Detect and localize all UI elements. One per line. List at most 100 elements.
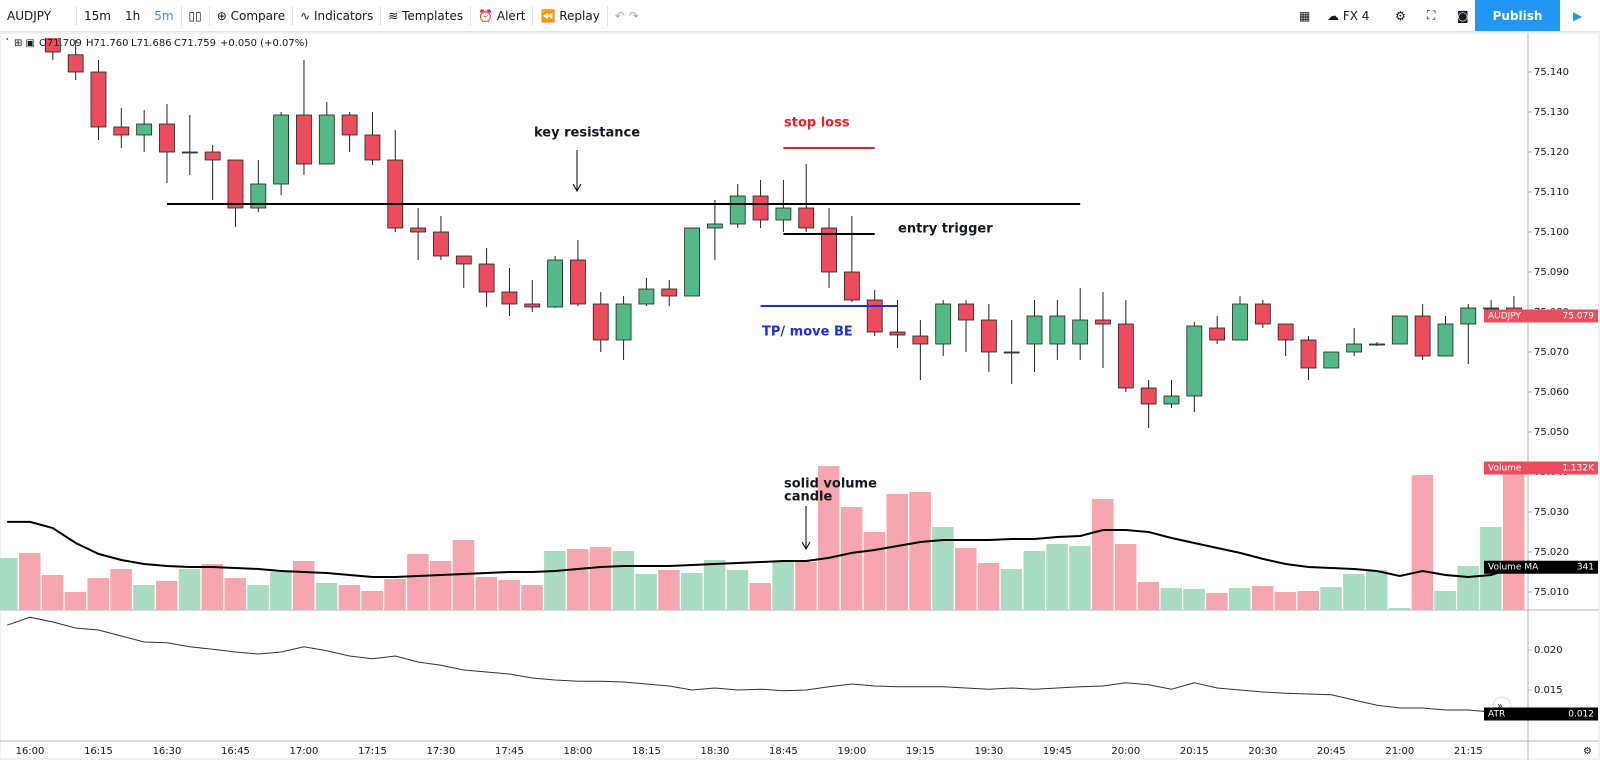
volume-bar <box>1228 588 1251 610</box>
candle-body <box>318 114 335 165</box>
indicators-button[interactable]: ∿ Indicators <box>300 8 374 23</box>
x-tick-label: 19:45 <box>1043 746 1072 757</box>
price-tag <box>1484 309 1598 323</box>
candle-body <box>615 303 632 341</box>
volume-bar <box>1320 587 1342 610</box>
snapshot-icon[interactable]: ◙ <box>1457 8 1469 23</box>
label: Compare <box>230 8 286 23</box>
volume-bar <box>133 585 155 610</box>
settings-icon[interactable]: ⚙ <box>1395 8 1406 23</box>
y-tick-label: 75.050 <box>1534 427 1569 438</box>
layout-button[interactable]: ☁ FX 4 <box>1327 8 1370 23</box>
volume-bar <box>498 580 520 610</box>
chart-type[interactable]: ▯▯ <box>188 8 202 23</box>
collapse-icon: » <box>1497 701 1503 712</box>
candle-body <box>1026 315 1043 345</box>
x-tick-label: 21:00 <box>1385 746 1414 757</box>
y-tick-label: 0.020 <box>1534 645 1563 656</box>
atr-tag-value: 0.012 <box>1568 710 1594 720</box>
x-tick-label: 18:15 <box>632 746 661 757</box>
overlay-layer: ⊞ ▣ O71.709 H71.760 L71.686 C71.759 +0.0… <box>7 38 1598 757</box>
volume-bar <box>110 568 132 610</box>
atr-line <box>7 616 1515 715</box>
candle-body <box>1277 323 1294 341</box>
candle-body <box>524 303 541 308</box>
annotation-text: candle <box>784 490 832 505</box>
candle-body <box>181 151 198 154</box>
volume-bar <box>1457 565 1479 610</box>
volume-bar <box>932 526 954 610</box>
candle-body <box>775 207 792 221</box>
candle-body <box>1232 303 1248 341</box>
volume-bar <box>1343 574 1365 610</box>
x-tick-label: 20:30 <box>1248 746 1277 757</box>
volume-bar <box>863 531 886 610</box>
symbol[interactable]: AUDJPY <box>7 8 52 23</box>
interval[interactable]: 5m <box>154 8 174 23</box>
candle-body <box>227 159 244 209</box>
candle-body <box>1437 323 1454 357</box>
candle-body <box>1003 351 1020 354</box>
legend-close: C71.759 <box>174 38 216 49</box>
candle-body <box>935 303 952 345</box>
candle-body <box>958 303 974 321</box>
legend-icon: ⊞ ▣ <box>14 38 35 49</box>
interval[interactable]: 15m <box>84 8 111 23</box>
candle-body <box>387 159 404 229</box>
candle-body <box>136 123 153 136</box>
candle-body <box>638 288 655 305</box>
volume-bar <box>1046 544 1068 610</box>
x-tick-label: 20:00 <box>1111 746 1140 757</box>
layout-icon[interactable]: ▦ <box>1299 8 1311 23</box>
candle-body <box>1369 343 1385 346</box>
candle-body <box>90 71 107 128</box>
alert-button[interactable]: ⏰ Alert <box>478 8 526 23</box>
candle-body <box>1095 319 1111 325</box>
x-tick-label: 16:30 <box>153 746 182 757</box>
volume-bar <box>795 561 817 610</box>
candle-body <box>273 114 290 185</box>
volume-bar <box>1411 475 1434 610</box>
play-icon[interactable]: ▶ <box>1573 8 1583 23</box>
replay-button[interactable]: ⏪ Replay <box>540 8 600 23</box>
undo-redo[interactable]: ↶ ↷ <box>614 8 639 23</box>
templates-button[interactable]: ≋ Templates <box>388 8 464 23</box>
volume-bar <box>772 561 794 610</box>
candle-body <box>296 114 312 165</box>
interval[interactable]: 1h <box>124 8 141 23</box>
volume-bar <box>635 574 657 610</box>
y-tick-label: 75.030 <box>1534 507 1569 518</box>
candle-body <box>204 151 221 161</box>
toolbar: AUDJPY 15m 1h 5m ▯▯ ⊕ Compare ∿ Indicato… <box>0 0 1600 32</box>
candle-body <box>1186 325 1203 397</box>
annotation-text: solid volume <box>784 477 877 492</box>
arrow <box>572 150 582 193</box>
candle-body <box>1323 351 1340 369</box>
y-tick-label: 75.140 <box>1534 67 1569 78</box>
label: Alert <box>496 8 526 23</box>
volume-bar <box>1137 582 1160 610</box>
candle-body <box>1300 339 1317 369</box>
y-tick-label: 75.120 <box>1534 147 1569 158</box>
label: Replay <box>559 8 600 23</box>
volume-bar <box>703 559 726 610</box>
volume-ma-line <box>7 520 1515 579</box>
candle-body <box>1346 343 1363 353</box>
fullscreen-icon[interactable]: ⛶ <box>1427 8 1436 22</box>
annotation-text: entry trigger <box>898 222 993 237</box>
volume-bar <box>521 585 543 610</box>
volume-bar <box>224 578 246 610</box>
volume-bar <box>1069 546 1091 610</box>
legend-change: +0.050 (+0.07%) <box>220 38 308 49</box>
volume-bar <box>1183 589 1205 610</box>
y-tick-label: 75.090 <box>1534 267 1569 278</box>
atr-tag-name: ATR <box>1488 710 1505 720</box>
x-tick-label: 18:45 <box>769 746 798 757</box>
volume-bar <box>0 557 18 610</box>
compare-button[interactable]: ⊕ Compare <box>216 8 286 23</box>
volume-ma-tag-name: Volume MA <box>1488 563 1539 573</box>
publish-button[interactable]: Publish <box>1475 0 1560 31</box>
volume-bar <box>384 579 406 610</box>
volume-bar <box>909 491 931 610</box>
candle-body <box>1460 307 1477 325</box>
